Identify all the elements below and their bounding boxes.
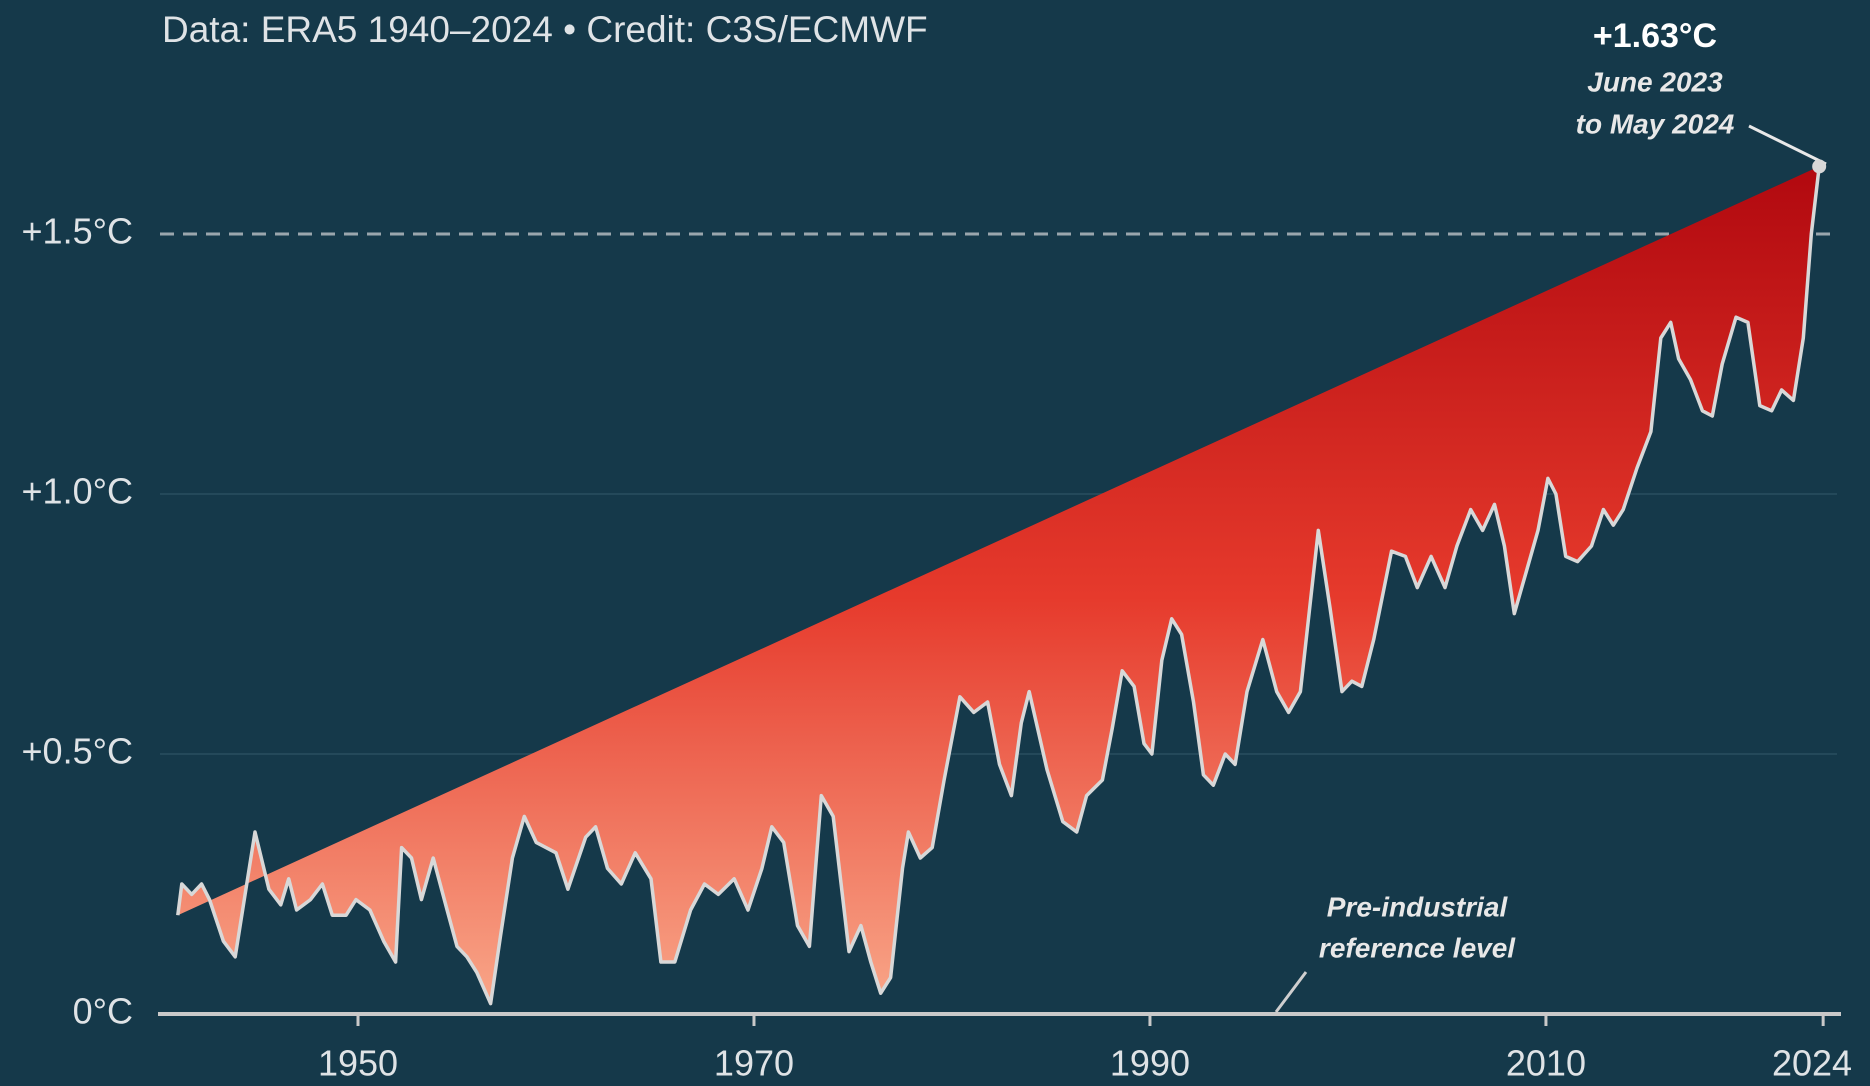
x-tick-label: 1970	[714, 1043, 794, 1084]
y-tick-label: 0°C	[73, 991, 133, 1032]
leader-line	[1748, 124, 1827, 166]
x-tick-label: 2024	[1772, 1043, 1852, 1084]
line	[176, 166, 1821, 1006]
baseline-note: reference level	[1319, 932, 1516, 963]
area	[177, 166, 1820, 1004]
x-tick-label: 1950	[318, 1043, 398, 1084]
y-tick-label: +0.5°C	[22, 731, 133, 772]
baseline-note: Pre-industrial	[1327, 891, 1509, 922]
x-tick-label: 1990	[1110, 1043, 1190, 1084]
x-tick-label: 2010	[1506, 1043, 1586, 1084]
leader-line	[1274, 971, 1308, 1013]
y-tick-label: +1.5°C	[22, 211, 133, 252]
peak-marker	[1812, 159, 1827, 174]
y-tick-label: +1.0°C	[22, 471, 133, 512]
chart-subtitle: Data: ERA5 1940–2024 • Credit: C3S/ECMWF	[162, 9, 928, 50]
peak-label: +1.63°C	[1593, 17, 1717, 55]
peak-note: to May 2024	[1576, 108, 1735, 139]
peak-note: June 2023	[1587, 66, 1723, 97]
